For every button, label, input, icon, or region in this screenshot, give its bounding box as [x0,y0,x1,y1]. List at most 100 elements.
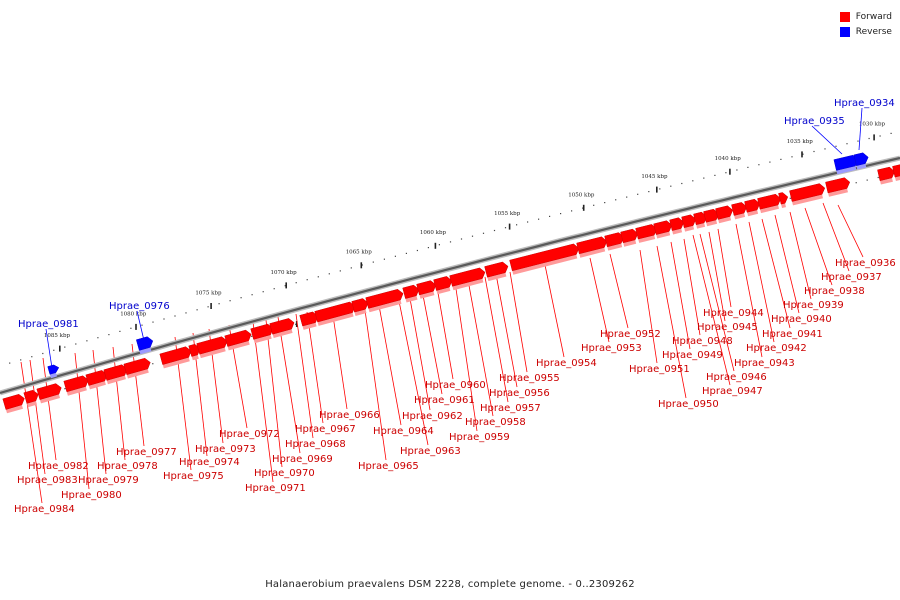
forward-gene-label[interactable]: Hprae_0958 [465,417,526,428]
forward-gene-arrow[interactable] [892,164,900,178]
forward-gene-label[interactable]: Hprae_0941 [762,329,823,340]
label-leader-line [544,264,565,358]
forward-gene-label[interactable]: Hprae_0962 [402,411,463,422]
forward-gene-arrow[interactable] [757,193,782,210]
forward-gene-arrow[interactable] [449,267,486,287]
forward-gene-label[interactable]: Hprae_0983 [17,475,78,486]
forward-gene-arrow[interactable] [877,166,896,182]
forward-gene-arrow[interactable] [789,183,826,202]
forward-gene-arrow[interactable] [2,394,25,410]
forward-gene-arrow[interactable] [620,228,639,244]
forward-gene-label[interactable]: Hprae_0982 [28,461,89,472]
forward-gene-arrow[interactable] [484,261,509,278]
forward-gene-arrow[interactable] [433,276,453,291]
reverse-gene-label[interactable]: Hprae_0981 [18,319,79,330]
forward-gene-label[interactable]: Hprae_0979 [78,475,139,486]
scale-dot [64,388,66,390]
forward-gene-label[interactable]: Hprae_0967 [295,424,356,435]
reverse-gene-arrow[interactable] [135,336,154,351]
forward-gene-label[interactable]: Hprae_0974 [179,457,240,468]
forward-gene-label[interactable]: Hprae_0954 [536,358,597,369]
forward-gene-label[interactable]: Hprae_0950 [658,399,719,410]
scale-dot [295,323,297,325]
forward-gene-arrow[interactable] [825,177,851,194]
scale-dot [890,132,892,134]
forward-gene-label[interactable]: Hprae_0984 [14,504,75,515]
forward-gene-arrow[interactable] [744,198,761,213]
forward-gene-label[interactable]: Hprae_0942 [746,343,807,354]
forward-gene-label[interactable]: Hprae_0956 [489,388,550,399]
forward-gene-label[interactable]: Hprae_0948 [672,336,733,347]
forward-gene-label[interactable]: Hprae_0972 [219,429,280,440]
forward-gene-arrow[interactable] [23,389,39,404]
forward-gene-label[interactable]: Hprae_0968 [285,439,346,450]
forward-gene-label[interactable]: Hprae_0946 [706,372,767,383]
forward-gene-label[interactable]: Hprae_0953 [581,343,642,354]
forward-gene-label[interactable]: Hprae_0970 [254,468,315,479]
forward-gene-label[interactable]: Hprae_0973 [195,444,256,455]
forward-gene-label[interactable]: Hprae_0952 [600,329,661,340]
reverse-gene-arrow[interactable] [853,152,869,167]
forward-gene-arrow[interactable] [715,205,734,220]
forward-gene-label[interactable]: Hprae_0966 [319,410,380,421]
reverse-gene-label[interactable]: Hprae_0934 [834,98,895,109]
forward-gene-arrow[interactable] [224,329,252,347]
forward-gene-label[interactable]: Hprae_0940 [771,314,832,325]
major-tick [59,345,61,352]
scale-dot [75,343,77,345]
forward-gene-label[interactable]: Hprae_0977 [116,447,177,458]
figure-caption: Halanaerobium praevalens DSM 2228, compl… [265,579,635,590]
forward-gene-label[interactable]: Hprae_0971 [245,483,306,494]
forward-gene-arrow[interactable] [123,357,151,376]
forward-gene-arrow[interactable] [63,375,89,393]
forward-gene-arrow[interactable] [416,280,437,296]
forward-gene-arrow[interactable] [269,318,295,335]
forward-gene-arrow[interactable] [681,214,697,229]
forward-gene-label[interactable]: Hprae_0939 [783,300,844,311]
forward-gene-arrow[interactable] [36,383,62,400]
forward-gene-label[interactable]: Hprae_0936 [835,258,896,269]
forward-gene-arrow[interactable] [509,243,580,272]
forward-gene-arrow[interactable] [159,346,192,365]
forward-gene-label[interactable]: Hprae_0949 [662,350,723,361]
reverse-gene-label[interactable]: Hprae_0935 [784,116,845,127]
forward-gene-label[interactable]: Hprae_0960 [425,380,486,391]
forward-gene-label[interactable]: Hprae_0938 [804,286,865,297]
forward-gene-label[interactable]: Hprae_0955 [499,373,560,384]
forward-gene-arrow[interactable] [576,236,608,255]
forward-gene-label[interactable]: Hprae_0947 [702,386,763,397]
reverse-gene-arrow[interactable] [47,364,60,375]
forward-gene-label[interactable]: Hprae_0978 [97,461,158,472]
forward-gene-label[interactable]: Hprae_0957 [480,403,541,414]
scale-dot [460,238,463,240]
scale-dot [802,153,804,155]
label-leader-line [639,249,658,364]
scale-dot [42,352,44,355]
forward-gene-arrow[interactable] [653,220,673,235]
forward-gene-label[interactable]: Hprae_0980 [61,490,122,501]
forward-gene-arrow[interactable] [402,284,420,299]
scale-dot [747,166,749,168]
forward-gene-label[interactable]: Hprae_0961 [414,395,475,406]
forward-gene-arrow[interactable] [365,289,404,309]
scale-dot [108,334,110,336]
forward-gene-arrow[interactable] [778,192,789,205]
forward-gene-label[interactable]: Hprae_0943 [734,358,795,369]
forward-gene-label[interactable]: Hprae_0964 [373,426,434,437]
scale-dot [835,145,837,147]
forward-gene-label[interactable]: Hprae_0965 [358,461,419,472]
forward-gene-label[interactable]: Hprae_0951 [629,364,690,375]
forward-gene-arrow[interactable] [669,217,685,231]
reverse-gene-label[interactable]: Hprae_0976 [109,301,170,312]
forward-gene-label[interactable]: Hprae_0937 [821,272,882,283]
forward-gene-label[interactable]: Hprae_0963 [400,446,461,457]
forward-gene-arrow[interactable] [196,336,228,355]
label-leader-line [363,302,387,461]
forward-gene-arrow[interactable] [351,298,369,313]
forward-gene-label[interactable]: Hprae_0945 [697,322,758,333]
forward-gene-label[interactable]: Hprae_0959 [449,432,510,443]
forward-gene-label[interactable]: Hprae_0944 [703,308,764,319]
forward-gene-label[interactable]: Hprae_0975 [163,471,224,482]
forward-gene-arrow[interactable] [731,202,748,216]
forward-gene-label[interactable]: Hprae_0969 [272,454,333,465]
